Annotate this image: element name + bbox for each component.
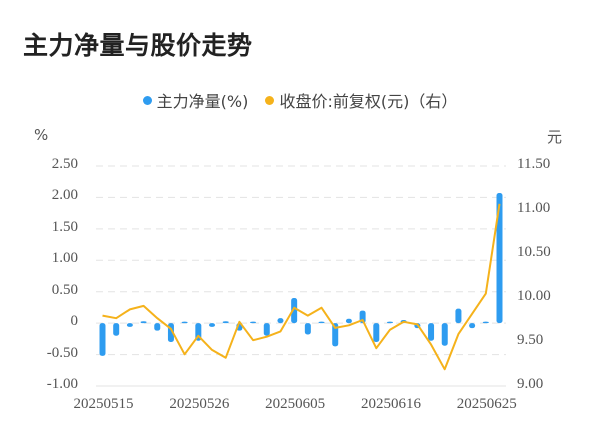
bar[interactable]	[113, 323, 120, 336]
bar[interactable]	[291, 298, 298, 324]
right-tick-label: 9.00	[517, 376, 544, 392]
legend-item-net-volume[interactable]: 主力净量(%)	[142, 88, 249, 112]
right-tick-label: 10.50	[517, 244, 551, 260]
left-tick-label: -0.50	[46, 344, 78, 361]
bar[interactable]	[209, 323, 216, 327]
right-tick-label: 11.00	[517, 200, 551, 216]
legend-item-close-price[interactable]: 收盘价:前复权(元)（右）	[265, 88, 457, 112]
price-line[interactable]	[102, 203, 501, 371]
gridlines	[96, 165, 506, 387]
legend-label: 主力净量(%)	[156, 92, 249, 111]
left-tick-label: 0	[70, 313, 79, 330]
x-tick-label: 20250616	[360, 396, 421, 412]
bar[interactable]	[99, 323, 106, 356]
right-tick-label: 11.50	[517, 156, 551, 172]
legend-dot-icon	[142, 95, 152, 105]
bar[interactable]	[250, 321, 257, 324]
bar[interactable]	[304, 323, 311, 335]
left-tick-label: 2.00	[51, 187, 78, 204]
legend-dot-icon	[265, 95, 275, 105]
left-axis-unit: %	[34, 126, 49, 144]
left-tick-label: 1.50	[51, 218, 78, 235]
bar[interactable]	[318, 321, 325, 324]
right-tick-label: 10.00	[517, 288, 551, 304]
bar[interactable]	[441, 323, 448, 346]
bar[interactable]	[428, 323, 435, 341]
bar-series	[99, 193, 503, 356]
left-tick-label: 1.00	[51, 250, 78, 267]
left-tick-label: -1.00	[46, 376, 78, 392]
line-series	[102, 203, 501, 371]
x-tick-label: 20250625	[456, 396, 517, 412]
bar[interactable]	[332, 323, 339, 347]
bar[interactable]	[181, 321, 188, 324]
bar[interactable]	[469, 323, 476, 329]
x-tick-label: 20250605	[265, 396, 326, 412]
bar[interactable]	[154, 323, 161, 331]
bar[interactable]	[496, 193, 503, 324]
legend-label: 收盘价:前复权(元)（右）	[279, 92, 458, 111]
chart-title: 主力净量与股价走势	[23, 31, 253, 60]
bar[interactable]	[277, 318, 284, 324]
bar[interactable]	[126, 323, 133, 327]
x-tick-label: 20250515	[73, 396, 134, 412]
bar[interactable]	[345, 318, 352, 324]
bar[interactable]	[140, 321, 147, 324]
bar[interactable]	[222, 321, 229, 324]
bar[interactable]	[455, 308, 462, 324]
left-tick-label: 2.50	[51, 156, 78, 172]
right-axis-unit: 元	[547, 128, 563, 146]
legend: 主力净量(%) 收盘价:前复权(元)（右）	[0, 88, 600, 112]
bar[interactable]	[373, 323, 380, 342]
right-tick-label: 9.50	[517, 332, 544, 348]
left-tick-label: 0.50	[51, 281, 78, 298]
bar[interactable]	[263, 323, 270, 336]
bar[interactable]	[386, 321, 393, 324]
bar[interactable]	[482, 321, 489, 324]
x-tick-label: 20250526	[169, 396, 230, 412]
